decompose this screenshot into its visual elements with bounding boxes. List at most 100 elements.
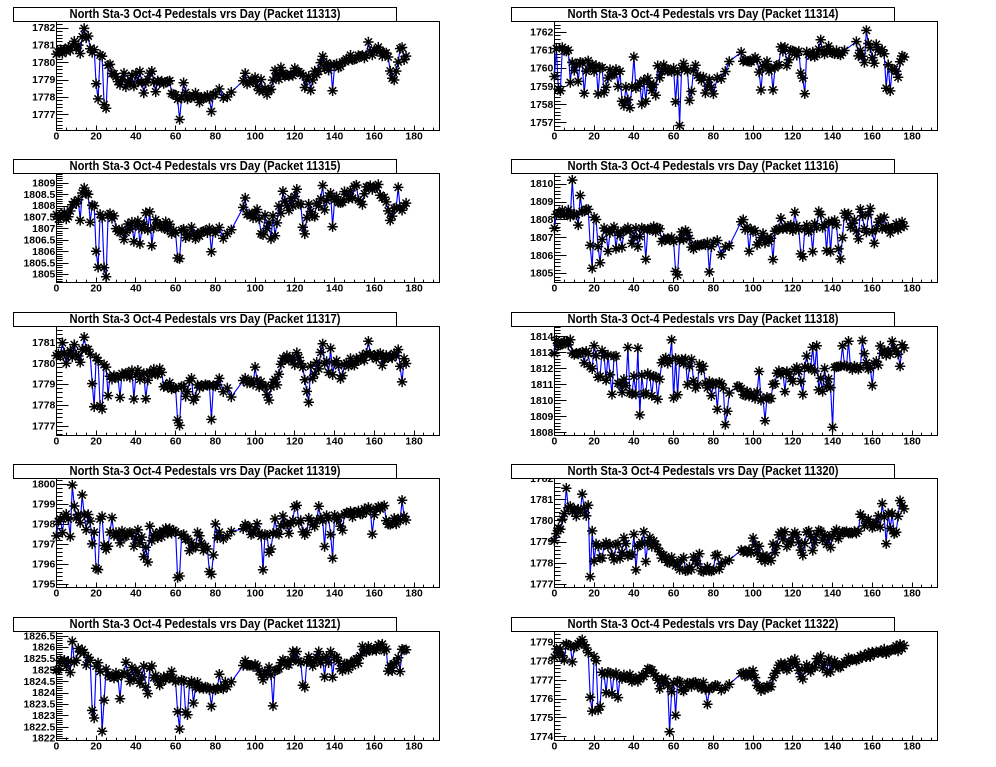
svg-text:1805: 1805 (32, 270, 55, 281)
svg-text:1781: 1781 (530, 495, 553, 506)
svg-text:160: 160 (864, 132, 882, 143)
svg-text:1775: 1775 (530, 713, 553, 724)
svg-text:1760: 1760 (530, 64, 553, 75)
svg-text:20: 20 (90, 742, 102, 753)
svg-text:1808: 1808 (32, 201, 55, 212)
svg-text:140: 140 (326, 132, 344, 143)
svg-text:140: 140 (824, 742, 842, 753)
svg-text:120: 120 (286, 437, 304, 448)
svg-text:80: 80 (708, 284, 720, 295)
svg-text:60: 60 (170, 742, 182, 753)
svg-text:1779: 1779 (530, 638, 553, 649)
svg-text:60: 60 (668, 742, 680, 753)
svg-text:1800: 1800 (32, 480, 55, 491)
svg-text:160: 160 (864, 437, 882, 448)
svg-text:1780: 1780 (32, 359, 55, 370)
svg-text:120: 120 (286, 742, 304, 753)
svg-text:1809: 1809 (32, 178, 55, 189)
svg-text:20: 20 (90, 437, 102, 448)
svg-text:60: 60 (170, 132, 182, 143)
svg-text:80: 80 (210, 132, 222, 143)
svg-text:100: 100 (246, 742, 264, 753)
svg-text:100: 100 (744, 132, 762, 143)
svg-text:1779: 1779 (530, 537, 553, 548)
svg-text:80: 80 (708, 589, 720, 600)
svg-text:1824: 1824 (32, 688, 55, 699)
svg-text:100: 100 (246, 284, 264, 295)
svg-text:1778: 1778 (530, 657, 553, 668)
svg-text:North Sta-3 Oct-4 Pedestals vr: North Sta-3 Oct-4 Pedestals vrs Day (Pac… (568, 311, 839, 326)
svg-text:160: 160 (864, 742, 882, 753)
svg-text:1807: 1807 (530, 233, 553, 244)
svg-text:20: 20 (588, 437, 600, 448)
svg-text:180: 180 (903, 437, 921, 448)
svg-text:160: 160 (864, 589, 882, 600)
svg-text:60: 60 (170, 589, 182, 600)
svg-text:180: 180 (903, 132, 921, 143)
svg-text:180: 180 (903, 589, 921, 600)
svg-text:0: 0 (552, 589, 558, 600)
svg-text:40: 40 (628, 589, 640, 600)
svg-text:0: 0 (54, 742, 60, 753)
svg-text:North Sta-3 Oct-4 Pedestals vr: North Sta-3 Oct-4 Pedestals vrs Day (Pac… (568, 6, 839, 21)
svg-text:60: 60 (170, 284, 182, 295)
svg-text:1778: 1778 (32, 93, 55, 104)
svg-text:40: 40 (628, 742, 640, 753)
svg-text:160: 160 (366, 742, 384, 753)
svg-text:1814: 1814 (530, 332, 553, 343)
svg-text:160: 160 (366, 132, 384, 143)
svg-text:0: 0 (54, 589, 60, 600)
svg-text:20: 20 (90, 132, 102, 143)
svg-text:180: 180 (405, 742, 423, 753)
svg-text:100: 100 (744, 437, 762, 448)
svg-text:140: 140 (326, 589, 344, 600)
svg-text:1799: 1799 (32, 500, 55, 511)
svg-text:60: 60 (668, 132, 680, 143)
svg-text:0: 0 (552, 132, 558, 143)
svg-text:80: 80 (210, 284, 222, 295)
svg-text:100: 100 (744, 589, 762, 600)
svg-text:80: 80 (708, 742, 720, 753)
svg-text:40: 40 (130, 284, 142, 295)
svg-text:100: 100 (246, 132, 264, 143)
svg-text:1825.5: 1825.5 (24, 654, 56, 665)
svg-text:40: 40 (130, 437, 142, 448)
svg-text:40: 40 (628, 132, 640, 143)
svg-text:120: 120 (286, 284, 304, 295)
svg-text:20: 20 (588, 742, 600, 753)
svg-text:North Sta-3 Oct-4 Pedestals vr: North Sta-3 Oct-4 Pedestals vrs Day (Pac… (568, 463, 839, 478)
svg-text:180: 180 (405, 437, 423, 448)
svg-text:1807.5: 1807.5 (24, 213, 56, 224)
svg-text:1809: 1809 (530, 197, 553, 208)
svg-text:120: 120 (784, 589, 802, 600)
svg-text:1778: 1778 (530, 558, 553, 569)
svg-text:100: 100 (744, 284, 762, 295)
svg-text:1795: 1795 (32, 580, 55, 591)
svg-text:80: 80 (708, 437, 720, 448)
svg-text:1808: 1808 (530, 428, 553, 439)
svg-text:40: 40 (130, 589, 142, 600)
svg-text:North Sta-3 Oct-4 Pedestals vr: North Sta-3 Oct-4 Pedestals vrs Day (Pac… (70, 158, 341, 173)
svg-text:40: 40 (130, 132, 142, 143)
svg-text:0: 0 (54, 284, 60, 295)
svg-text:180: 180 (405, 284, 423, 295)
svg-text:1823: 1823 (32, 711, 55, 722)
svg-text:0: 0 (552, 742, 558, 753)
svg-text:40: 40 (628, 437, 640, 448)
svg-text:1780: 1780 (530, 516, 553, 527)
svg-text:1780: 1780 (32, 58, 55, 69)
svg-text:100: 100 (246, 437, 264, 448)
svg-text:1813: 1813 (530, 348, 553, 359)
svg-text:20: 20 (588, 589, 600, 600)
svg-text:1777: 1777 (530, 675, 553, 686)
svg-text:20: 20 (90, 589, 102, 600)
svg-text:120: 120 (286, 132, 304, 143)
svg-text:140: 140 (326, 742, 344, 753)
svg-text:1806: 1806 (32, 247, 55, 258)
svg-text:North Sta-3 Oct-4 Pedestals vr: North Sta-3 Oct-4 Pedestals vrs Day (Pac… (70, 616, 341, 631)
svg-text:1808.5: 1808.5 (24, 190, 56, 201)
svg-text:0: 0 (552, 437, 558, 448)
svg-text:North Sta-3 Oct-4 Pedestals vr: North Sta-3 Oct-4 Pedestals vrs Day (Pac… (70, 6, 341, 21)
svg-text:120: 120 (784, 742, 802, 753)
svg-text:North Sta-3 Oct-4 Pedestals vr: North Sta-3 Oct-4 Pedestals vrs Day (Pac… (568, 158, 839, 173)
